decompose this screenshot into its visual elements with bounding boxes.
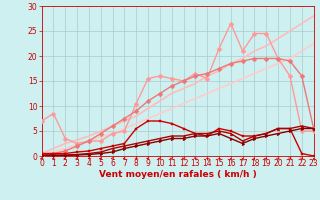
X-axis label: Vent moyen/en rafales ( km/h ): Vent moyen/en rafales ( km/h ) (99, 170, 256, 179)
